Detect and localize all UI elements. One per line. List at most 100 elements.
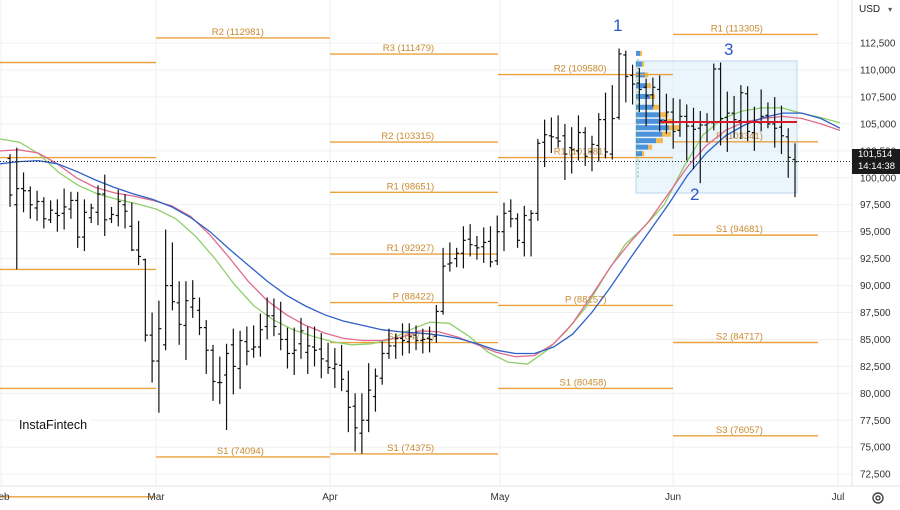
pivot-label: P (103341) [716,131,763,142]
candle [325,342,331,374]
currency-selector[interactable]: USD ▾ [852,0,900,18]
candle [298,317,304,359]
candles [7,48,798,454]
candle [217,356,223,405]
candle [61,188,67,230]
pivot-label: S1 (94681) [716,224,763,235]
gear-icon[interactable] [871,491,885,505]
candle [400,323,405,356]
candle [501,202,507,252]
candle [41,197,47,229]
candle [54,199,60,232]
y-tick-label: 105,000 [860,119,897,130]
candle [684,104,690,161]
y-tick-label: 95,000 [860,227,891,238]
volume-profile-bar [636,138,656,144]
candle [284,327,290,369]
candle [521,205,527,257]
volume-profile-bar [648,144,653,150]
candle [460,226,466,269]
candle [7,154,13,207]
volume-profile-bar [636,93,650,99]
candle [352,393,358,452]
candle [339,344,345,392]
candle [609,85,615,160]
candle [555,115,561,148]
pivot-label: S1 (84712) [387,332,434,343]
pivot-label: R2 (109580) [554,64,607,75]
wave-labels: 1 2 3 [613,16,733,204]
candle [508,199,514,228]
pivot-levels: R2 (112981) S1 (74094) R3 (111479) R2 (1033… [0,23,818,498]
candle [575,115,581,161]
candle [420,328,426,354]
candle [203,320,209,374]
last-price-value: 101,514 [858,149,893,160]
instafintech-logo: InstaFintech [16,413,90,437]
volume-profile-bar [636,112,660,118]
candle [230,328,236,395]
countdown-timer: 14:14:38 [858,161,895,172]
y-tick-label: 110,000 [860,66,896,77]
candle [474,235,480,260]
wave-label-3: 3 [724,40,733,59]
candle [467,224,473,257]
candle [75,191,81,248]
candle [731,95,737,138]
candle [535,139,541,221]
y-axis[interactable]: 72,500 75,000 77,500 80,000 82,500 85,000 87,5… [860,39,897,481]
pivot-label: S1 (80458) [559,377,606,388]
pivot-label: R1 (101881) [554,147,607,158]
volume-profile-bar [647,83,651,89]
candle [433,304,439,343]
candle [427,326,433,353]
last-price-tag: 101,514 14:14:38 [852,149,900,174]
candle [305,326,311,374]
candle [27,186,33,219]
candle [271,298,277,337]
candle [636,67,642,113]
candle [677,99,683,137]
y-tick-label: 87,500 [860,308,891,319]
candle [745,86,751,142]
pivot-label: R2 (112981) [212,27,264,38]
candle [291,327,297,376]
y-tick-label: 90,000 [860,281,891,292]
y-tick-label: 85,000 [860,335,891,346]
candle [210,344,216,401]
volume-profile-bar [636,144,648,150]
candle [663,93,669,134]
candle [562,123,568,180]
candle [603,92,609,159]
candle [528,210,534,257]
candle [169,242,175,311]
logo-text: InstaFintech [18,418,88,432]
candle [366,363,372,433]
candle [129,202,135,252]
x-tick-label: Jul [832,492,845,503]
candle [616,48,622,120]
candle [697,110,703,184]
candle [386,328,392,359]
pivot-label: P (88422) [393,292,435,303]
pivot-label: R1 (113305) [711,23,763,34]
chevron-down-icon: ▾ [888,4,893,14]
pivot-label: S1 (74094) [217,446,264,457]
candle [515,213,521,248]
candle [372,368,378,412]
candle [481,227,487,263]
candle [657,75,663,132]
pivot-label: S2 (84717) [716,331,763,342]
y-tick-label: 82,500 [860,362,891,373]
x-axis[interactable]: Feb Mar Apr May Jun Jul [0,492,844,503]
candle [95,185,101,226]
candle [413,325,419,351]
y-tick-label: 112,500 [860,39,896,50]
pivot-label: S1 (74375) [387,443,434,454]
pivot-label: R3 (111479) [383,43,434,54]
candle [244,326,250,366]
x-tick-label: Jun [665,492,681,503]
volume-profile-bar [660,112,669,118]
candle [264,297,270,340]
